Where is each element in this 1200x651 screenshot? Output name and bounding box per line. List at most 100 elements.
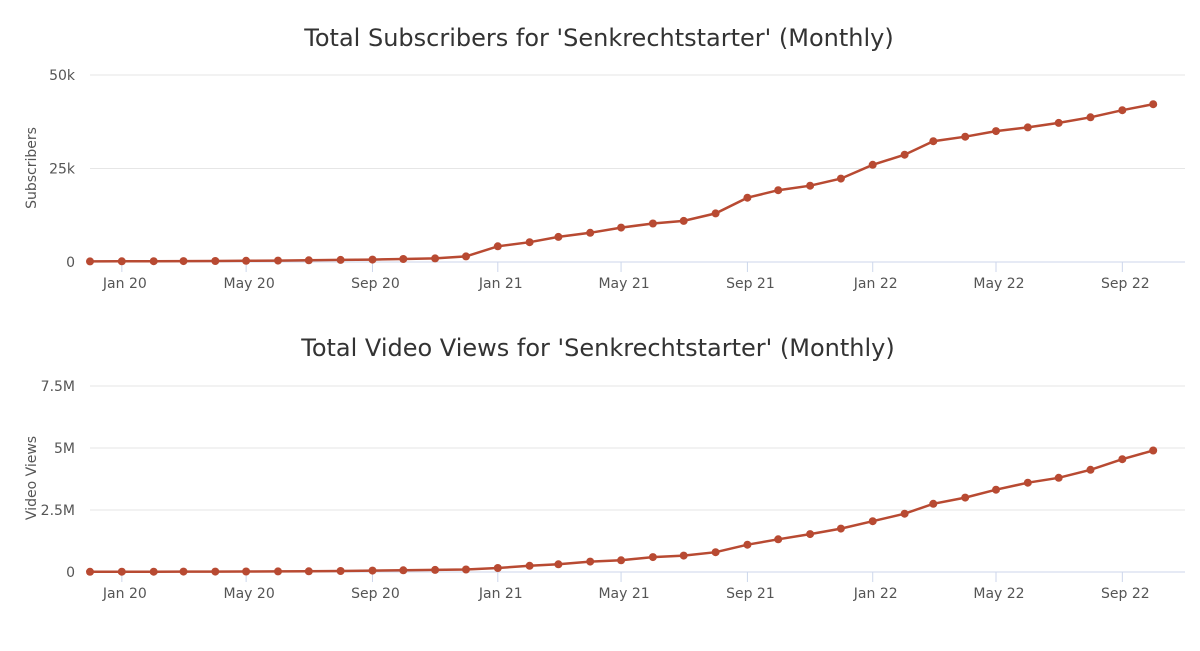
y-tick-label: 0 (66, 255, 75, 271)
x-tick-label: May 21 (598, 586, 649, 602)
data-point[interactable] (992, 485, 1000, 494)
data-point[interactable] (806, 530, 815, 539)
x-tick-label: Jan 22 (853, 276, 898, 292)
x-axis-ticks: Jan 20 May 20 Sep 20 Jan 21 May 21 Sep 21 Jan … (102, 572, 1150, 602)
data-point[interactable] (399, 566, 408, 575)
data-point[interactable] (711, 209, 720, 218)
data-point[interactable] (868, 160, 877, 169)
series-subscribers (86, 100, 1158, 266)
x-tick-label: May 22 (973, 586, 1024, 602)
data-point[interactable] (679, 216, 688, 225)
data-point[interactable] (1023, 123, 1032, 132)
x-axis-ticks: Jan 20 May 20 Sep 20 Jan 21 May 21 Sep 21 Jan … (102, 262, 1150, 292)
data-point[interactable] (743, 540, 752, 549)
data-point[interactable] (179, 567, 188, 576)
y-axis-label: Video Views (24, 436, 40, 520)
data-point[interactable] (211, 257, 220, 265)
data-point[interactable] (554, 232, 563, 241)
data-point[interactable] (117, 257, 126, 266)
y-tick-label: 5M (54, 441, 75, 457)
data-point[interactable] (462, 252, 470, 261)
x-tick-label: Sep 22 (1101, 276, 1150, 292)
data-point[interactable] (242, 567, 251, 576)
data-point[interactable] (554, 560, 563, 569)
data-point[interactable] (149, 567, 158, 576)
data-point[interactable] (431, 565, 440, 574)
data-point[interactable] (399, 255, 408, 263)
data-point[interactable] (961, 132, 970, 141)
y-tick-label: 2.5M (41, 503, 75, 519)
data-point[interactable] (86, 567, 94, 576)
data-point[interactable] (1023, 478, 1032, 487)
data-point[interactable] (586, 228, 595, 237)
data-point[interactable] (961, 493, 970, 502)
data-point[interactable] (336, 567, 345, 575)
data-point[interactable] (1118, 106, 1127, 115)
data-point[interactable] (211, 567, 220, 576)
data-point[interactable] (525, 238, 534, 247)
grid-lines (90, 74, 1185, 263)
data-point[interactable] (1118, 455, 1127, 464)
data-point[interactable] (1149, 100, 1158, 109)
data-point[interactable] (493, 242, 502, 251)
data-point[interactable] (711, 548, 720, 557)
data-point[interactable] (929, 137, 938, 146)
data-point[interactable] (774, 535, 783, 544)
data-point[interactable] (274, 567, 282, 576)
y-tick-label: 25k (49, 162, 76, 178)
x-tick-label: Sep 21 (726, 586, 775, 602)
data-point[interactable] (242, 256, 251, 265)
data-point[interactable] (431, 254, 440, 263)
data-point[interactable] (149, 257, 158, 266)
data-point[interactable] (274, 256, 282, 265)
data-point[interactable] (648, 219, 657, 228)
data-point[interactable] (336, 255, 345, 264)
data-point[interactable] (368, 255, 377, 264)
data-point[interactable] (304, 256, 313, 265)
data-point[interactable] (493, 564, 502, 572)
data-point[interactable] (679, 551, 688, 560)
data-point[interactable] (1054, 118, 1063, 127)
data-point[interactable] (117, 567, 126, 576)
x-tick-label: Jan 20 (102, 586, 147, 602)
y-axis-ticks: 0 2.5M 5M 7.5M (41, 379, 75, 581)
x-tick-label: May 21 (598, 276, 649, 292)
data-point[interactable] (179, 257, 188, 266)
data-point[interactable] (868, 517, 877, 526)
data-point[interactable] (304, 567, 313, 576)
data-point[interactable] (1054, 473, 1063, 482)
data-point[interactable] (929, 499, 938, 508)
data-point[interactable] (900, 509, 909, 518)
x-tick-label: May 22 (973, 276, 1024, 292)
data-point[interactable] (836, 524, 845, 533)
data-point[interactable] (1086, 113, 1095, 122)
x-tick-label: Sep 22 (1101, 586, 1150, 602)
data-point[interactable] (368, 566, 377, 575)
y-tick-label: 0 (66, 565, 75, 581)
series-line (89, 102, 1154, 263)
data-point[interactable] (743, 193, 752, 202)
data-point[interactable] (617, 223, 626, 232)
data-point[interactable] (1086, 465, 1095, 474)
data-point[interactable] (900, 150, 909, 159)
data-point[interactable] (462, 565, 470, 574)
x-tick-label: Sep 20 (351, 586, 400, 602)
data-point[interactable] (525, 561, 534, 570)
y-tick-label: 50k (49, 68, 76, 84)
data-point[interactable] (774, 186, 783, 195)
y-axis-label: Subscribers (24, 127, 40, 209)
data-point[interactable] (1149, 446, 1158, 455)
y-axis-ticks: 0 25k 50k (49, 68, 76, 271)
subscribers-chart: Total Subscribers for 'Senkrechtstarter'… (24, 24, 1185, 292)
y-tick-label: 7.5M (41, 379, 75, 395)
video-views-chart: Total Video Views for 'Senkrechtstarter'… (24, 334, 1185, 602)
data-point[interactable] (836, 174, 845, 183)
data-point[interactable] (86, 257, 94, 266)
data-point[interactable] (586, 557, 595, 566)
data-point[interactable] (992, 127, 1000, 136)
data-point[interactable] (648, 553, 657, 562)
data-point[interactable] (806, 181, 815, 190)
data-point[interactable] (617, 556, 626, 565)
x-tick-label: Jan 20 (102, 276, 147, 292)
